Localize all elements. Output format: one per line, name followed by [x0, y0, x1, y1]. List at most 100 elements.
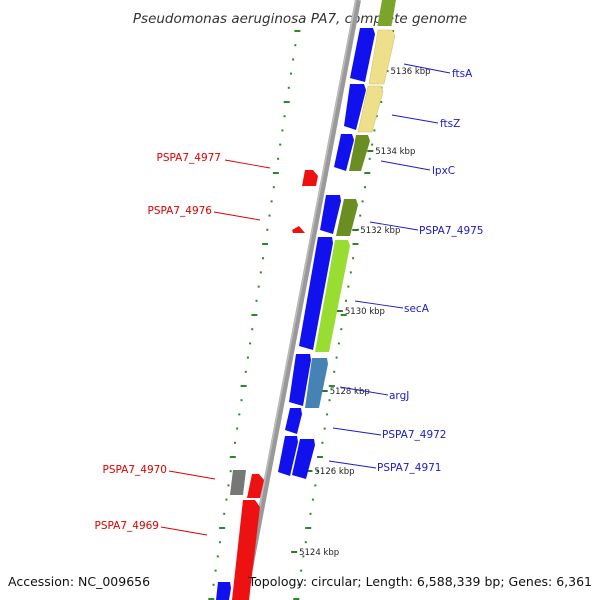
accession-text: Accession: NC_009656	[8, 574, 150, 589]
gene-label[interactable]: ftsA	[452, 68, 473, 80]
gene-lpxC[interactable]	[349, 135, 370, 171]
gene-arrow-blue[interactable]	[320, 195, 341, 234]
gene-arrow-blue[interactable]	[216, 582, 231, 600]
cog-colored-genes	[305, 0, 396, 408]
tick-label: 5130 kbp	[345, 307, 385, 317]
ring-dot	[371, 143, 374, 146]
ring-dot	[268, 214, 271, 217]
gene-label[interactable]: PSPA7_4969	[95, 520, 160, 532]
plus-strand-genes	[216, 28, 375, 600]
tick-label: 5136 kbp	[391, 67, 431, 77]
ring-dot	[218, 541, 221, 544]
ring-dot	[227, 484, 230, 487]
gene-label[interactable]: lpxC	[432, 165, 455, 177]
gene-argJ[interactable]	[305, 358, 328, 408]
ring-dot	[283, 115, 286, 118]
ring-dot	[240, 399, 243, 402]
ring-dot	[212, 583, 215, 586]
gene-label[interactable]: secA	[404, 303, 430, 315]
ring-dot	[352, 243, 359, 245]
ring-dot	[302, 555, 305, 558]
ring-dot	[305, 527, 312, 529]
tick-label: 5128 kbp	[330, 387, 370, 397]
gene-arrow-blue[interactable]	[350, 28, 375, 82]
gene-arrow-blue[interactable]	[292, 439, 315, 479]
label-leader-lines	[160, 63, 451, 536]
ring-dot	[328, 399, 331, 402]
gene-label[interactable]: ftsZ	[440, 118, 460, 130]
ring-dot	[229, 470, 232, 473]
gene-label[interactable]: PSPA7_4977	[157, 152, 222, 164]
gene-label[interactable]: PSPA7_4975	[419, 225, 484, 237]
ring-dot	[323, 427, 326, 430]
ring-dot	[277, 157, 280, 160]
gene-arrow-blue[interactable]	[334, 134, 354, 171]
tick-label: 5134 kbp	[375, 147, 415, 157]
gene-labels-left: PSPA7_4977 PSPA7_4976 PSPA7_4970 PSPA7_4…	[95, 152, 222, 532]
ring-dot	[208, 598, 215, 600]
ring-dot	[266, 228, 269, 231]
minus-strand-genes	[230, 170, 318, 600]
ring-dot	[316, 470, 319, 473]
ring-dot	[337, 342, 340, 345]
gene-label[interactable]: PSPA7_4976	[148, 205, 213, 217]
ring-dot	[262, 257, 264, 260]
ring-dot	[294, 30, 301, 32]
ring-dot	[236, 427, 239, 430]
gene-PSPA7_4977[interactable]	[302, 170, 318, 186]
ring-dot	[238, 413, 241, 416]
ring-dot	[281, 129, 284, 132]
ring-dot	[375, 115, 378, 118]
ring-dot	[229, 456, 236, 458]
gene-PSPA7_4976[interactable]	[292, 226, 305, 233]
ring-dot	[335, 356, 338, 359]
ring-dot	[368, 157, 371, 160]
ring-dot	[290, 72, 292, 75]
gene-arrow-blue[interactable]	[285, 408, 302, 434]
ring-dot	[326, 413, 329, 416]
gene-green-top[interactable]	[377, 0, 396, 26]
ring-dot	[216, 555, 219, 558]
gene-arrow-blue[interactable]	[289, 354, 311, 406]
ring-dot	[361, 200, 364, 203]
gene-ftsA[interactable]	[368, 29, 396, 85]
ring-dot	[373, 129, 376, 132]
ring-dot	[244, 370, 247, 373]
ring-dot	[246, 356, 249, 359]
ring-dot	[352, 257, 355, 260]
gene-ftsZ[interactable]	[357, 85, 384, 133]
tick-label: 5126 kbp	[315, 467, 355, 477]
ring-dot	[251, 328, 254, 331]
gene-label[interactable]: PSPA7_4971	[377, 462, 442, 474]
gene-arrow-blue[interactable]	[278, 436, 298, 476]
gene-secA[interactable]	[315, 240, 350, 352]
ring-dot	[333, 370, 336, 373]
topology-text: Topology: circular; Length: 6,588,339 bp…	[248, 574, 592, 589]
gene-label[interactable]: PSPA7_4970	[103, 464, 168, 476]
gene-arrow-red[interactable]	[247, 474, 264, 498]
gene-PSPA7_4970[interactable]	[230, 470, 246, 495]
ring-dot	[257, 285, 260, 288]
tick-label: 5124 kbp	[299, 548, 339, 558]
gene-PSPA7_4969[interactable]	[232, 500, 260, 600]
ring-dot	[279, 143, 282, 146]
gene-label[interactable]: PSPA7_4972	[382, 429, 447, 441]
ring-dot	[309, 512, 312, 515]
gene-arrow-blue[interactable]	[299, 237, 333, 350]
ring-dot	[240, 385, 247, 387]
ring-dot	[314, 484, 317, 487]
map-title: Pseudomonas aeruginosa PA7, complete gen…	[133, 11, 467, 27]
ring-dot	[304, 541, 307, 544]
gene-label[interactable]: argJ	[389, 390, 409, 402]
ring-dot	[340, 314, 347, 316]
ring-dot	[223, 512, 226, 515]
gene-PSPA7_4975[interactable]	[336, 199, 358, 236]
ring-dot	[347, 285, 350, 288]
tick-marks: 5136 kbp 5134 kbp 5132 kbp 5130 kbp 5128 kbp…	[291, 67, 431, 558]
gene-labels-right: ftsA ftsZ lpxC PSPA7_4975 secA argJ PSPA…	[377, 68, 484, 474]
gene-arrow-blue[interactable]	[344, 84, 366, 130]
gene-arrow-red[interactable]	[233, 588, 248, 600]
ring-dot	[255, 299, 258, 302]
ring-dot	[292, 58, 295, 61]
